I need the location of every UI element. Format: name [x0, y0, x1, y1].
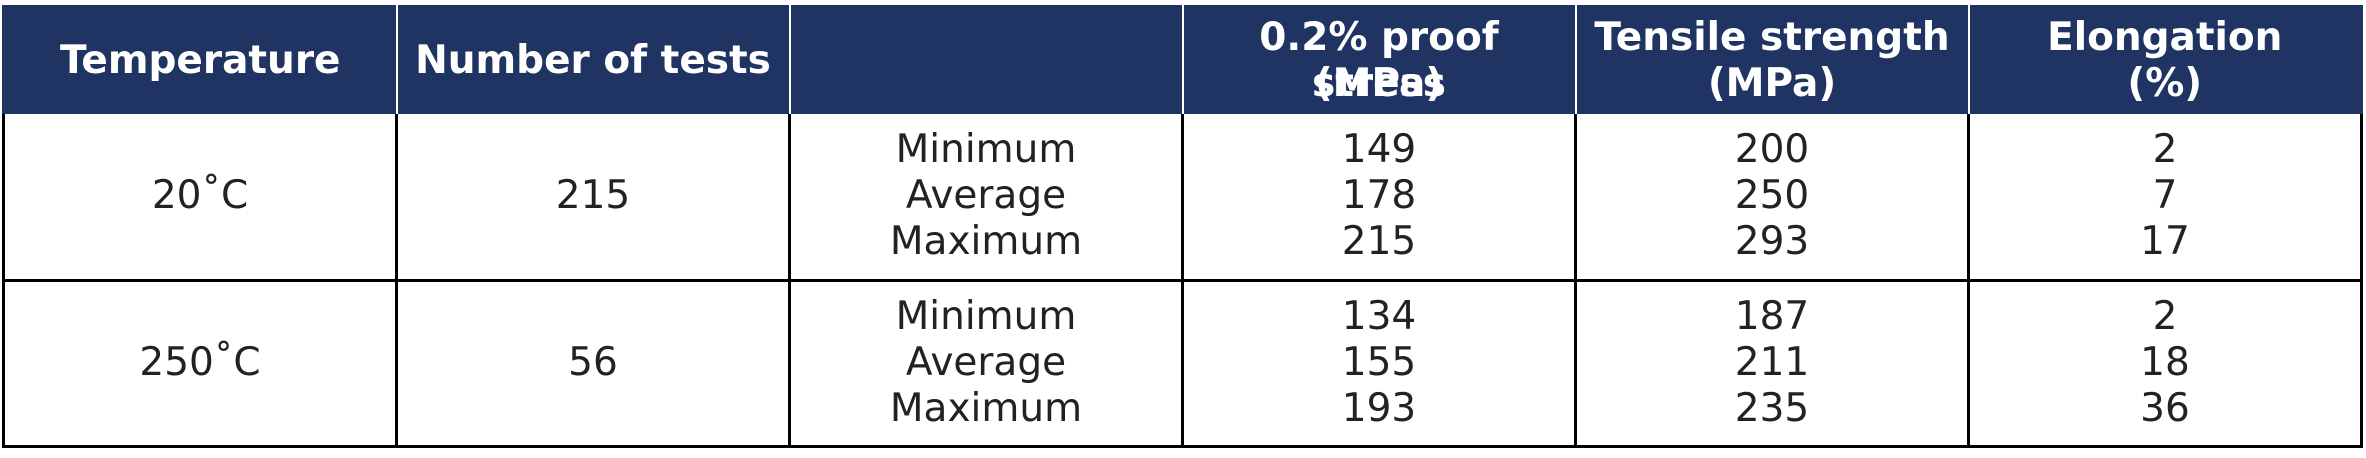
cell-proof-stress: 134 155 193	[1181, 280, 1577, 448]
cell-temperature: 20˚C	[2, 114, 398, 282]
elongation-avg: 18	[2140, 340, 2190, 385]
header-proof-stress-unit: (MPa)	[1314, 60, 1444, 106]
header-tensile-strength-unit: (MPa)	[1707, 60, 1837, 106]
cell-statistic: Minimum Average Maximum	[788, 280, 1184, 448]
cell-number-of-tests: 215	[395, 114, 791, 282]
header-proof-stress-label: 0.2% proof stress	[1259, 14, 1499, 106]
header-elongation-unit: (%)	[2127, 60, 2203, 106]
cell-proof-stress: 149 178 215	[1181, 114, 1577, 282]
header-elongation-label: Elongation	[2047, 14, 2283, 60]
stat-maximum: Maximum	[889, 386, 1083, 431]
header-temperature: Temperature	[2, 5, 398, 114]
stat-minimum: Minimum	[895, 127, 1077, 173]
header-tensile-strength-label: Tensile strength	[1594, 14, 1950, 60]
properties-table: Temperature Number of tests 0.2% proof s…	[2, 5, 2363, 448]
header-row: Temperature Number of tests 0.2% proof s…	[2, 5, 2363, 114]
stat-average: Average	[905, 173, 1067, 219]
elongation-min: 2	[2152, 294, 2178, 339]
proof-avg: 178	[1341, 173, 1417, 219]
proof-min: 149	[1341, 127, 1417, 173]
elongation-max: 36	[2140, 386, 2190, 431]
cell-statistic: Minimum Average Maximum	[788, 114, 1184, 282]
header-statistic	[789, 5, 1184, 114]
tensile-max: 293	[1734, 219, 1810, 265]
stat-maximum: Maximum	[889, 219, 1083, 265]
cell-number-of-tests: 56	[395, 280, 791, 448]
tensile-min: 187	[1734, 294, 1810, 339]
stat-average: Average	[905, 340, 1067, 385]
elongation-min: 2	[2152, 127, 2178, 173]
cell-elongation: 2 7 17	[1967, 114, 2363, 282]
header-number-of-tests: Number of tests	[396, 5, 791, 114]
proof-avg: 155	[1341, 340, 1417, 385]
header-tensile-strength: Tensile strength (MPa)	[1575, 5, 1970, 114]
tensile-avg: 211	[1734, 340, 1810, 385]
tensile-min: 200	[1734, 127, 1810, 173]
tensile-avg: 250	[1734, 173, 1810, 219]
tensile-max: 235	[1734, 386, 1810, 431]
proof-min: 134	[1341, 294, 1417, 339]
proof-max: 193	[1341, 386, 1417, 431]
header-elongation: Elongation (%)	[1968, 5, 2363, 114]
header-proof-stress: 0.2% proof stress (MPa)	[1182, 5, 1577, 114]
elongation-max: 17	[2140, 219, 2190, 265]
cell-elongation: 2 18 36	[1967, 280, 2363, 448]
stat-minimum: Minimum	[895, 294, 1077, 339]
elongation-avg: 7	[2152, 173, 2178, 219]
table-row-20c: 20˚C 215 Minimum Average Maximum 149 178…	[2, 114, 2363, 282]
cell-temperature: 250˚C	[2, 280, 398, 448]
cell-tensile-strength: 187 211 235	[1574, 280, 1970, 448]
cell-tensile-strength: 200 250 293	[1574, 114, 1970, 282]
table-row-250c: 250˚C 56 Minimum Average Maximum 134 155…	[2, 280, 2363, 448]
proof-max: 215	[1341, 219, 1417, 265]
